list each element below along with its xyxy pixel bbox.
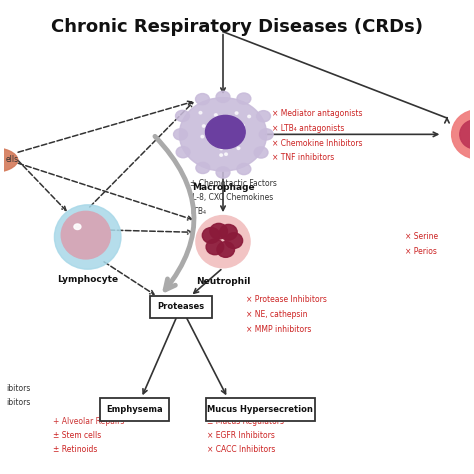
Text: Lymphocyte: Lymphocyte: [57, 275, 118, 284]
Ellipse shape: [237, 164, 251, 174]
Ellipse shape: [206, 115, 245, 149]
Ellipse shape: [460, 120, 474, 149]
Ellipse shape: [199, 111, 202, 114]
Ellipse shape: [212, 139, 215, 141]
Text: × Chemokine Inhibitors: × Chemokine Inhibitors: [272, 138, 363, 147]
Ellipse shape: [74, 224, 81, 229]
Ellipse shape: [220, 154, 223, 156]
Text: × Protease Inhibitors: × Protease Inhibitors: [246, 295, 327, 304]
Ellipse shape: [237, 136, 239, 138]
Text: Neutrophil: Neutrophil: [196, 277, 250, 286]
Text: ± Chemotactic Factors: ± Chemotactic Factors: [191, 179, 277, 188]
Text: × CACC Inhibitors: × CACC Inhibitors: [207, 445, 275, 454]
Ellipse shape: [225, 233, 243, 248]
Ellipse shape: [196, 162, 210, 173]
Ellipse shape: [259, 129, 273, 140]
Ellipse shape: [176, 146, 190, 158]
Ellipse shape: [256, 110, 271, 122]
Text: × MMP inhibitors: × MMP inhibitors: [246, 325, 312, 334]
Text: × TNF inhibitors: × TNF inhibitors: [272, 154, 334, 163]
Text: × Mediator antagonists: × Mediator antagonists: [272, 109, 363, 118]
Ellipse shape: [206, 239, 224, 255]
Ellipse shape: [173, 129, 187, 140]
Ellipse shape: [220, 147, 223, 150]
Ellipse shape: [214, 114, 217, 116]
Text: × Perios: × Perios: [405, 247, 437, 256]
Ellipse shape: [254, 147, 268, 158]
Ellipse shape: [235, 112, 238, 114]
Text: IL-8, CXC Chemokines: IL-8, CXC Chemokines: [191, 192, 273, 201]
Text: Proteases: Proteases: [157, 302, 205, 311]
FancyBboxPatch shape: [100, 398, 169, 421]
Ellipse shape: [216, 91, 230, 102]
Text: ells: ells: [6, 155, 19, 164]
Text: ibitors: ibitors: [6, 398, 30, 407]
Text: × LTB₄ antagonists: × LTB₄ antagonists: [272, 124, 345, 133]
Ellipse shape: [219, 224, 237, 240]
Ellipse shape: [217, 242, 235, 257]
Ellipse shape: [202, 228, 220, 243]
Ellipse shape: [55, 205, 121, 269]
Ellipse shape: [248, 115, 251, 118]
Ellipse shape: [61, 211, 110, 259]
Ellipse shape: [452, 110, 474, 159]
Text: + Alveolar Repairs: + Alveolar Repairs: [53, 417, 124, 426]
Ellipse shape: [216, 167, 230, 178]
Ellipse shape: [210, 223, 228, 239]
Ellipse shape: [237, 147, 240, 149]
Text: LTB₄: LTB₄: [191, 207, 206, 216]
FancyArrowPatch shape: [155, 137, 194, 290]
Ellipse shape: [242, 124, 244, 127]
Ellipse shape: [240, 127, 243, 129]
Text: ± Retinoids: ± Retinoids: [53, 445, 97, 454]
Ellipse shape: [0, 147, 18, 173]
Text: × NE, cathepsin: × NE, cathepsin: [246, 310, 308, 319]
Ellipse shape: [229, 118, 232, 121]
Ellipse shape: [195, 93, 210, 105]
Text: ± Mucus Regulators: ± Mucus Regulators: [207, 417, 283, 426]
Text: × Serine: × Serine: [405, 232, 438, 241]
Text: × EGFR Inhibitors: × EGFR Inhibitors: [207, 430, 274, 439]
Text: Chronic Respiratory Diseases (CRDs): Chronic Respiratory Diseases (CRDs): [51, 18, 423, 36]
Ellipse shape: [202, 125, 205, 127]
Text: Emphysema: Emphysema: [106, 405, 163, 414]
Ellipse shape: [219, 146, 221, 148]
Text: Mucus Hypersecretion: Mucus Hypersecretion: [208, 405, 313, 414]
FancyBboxPatch shape: [150, 296, 212, 319]
Ellipse shape: [201, 136, 204, 138]
Text: Macrophage: Macrophage: [191, 183, 255, 192]
Ellipse shape: [196, 216, 250, 268]
Ellipse shape: [237, 93, 251, 104]
Ellipse shape: [236, 140, 239, 142]
Text: ± Stem cells: ± Stem cells: [53, 430, 101, 439]
Ellipse shape: [225, 153, 228, 155]
Ellipse shape: [179, 98, 267, 171]
Ellipse shape: [175, 110, 190, 121]
FancyBboxPatch shape: [206, 398, 315, 421]
Text: ibitors: ibitors: [6, 384, 30, 393]
Ellipse shape: [236, 120, 239, 123]
